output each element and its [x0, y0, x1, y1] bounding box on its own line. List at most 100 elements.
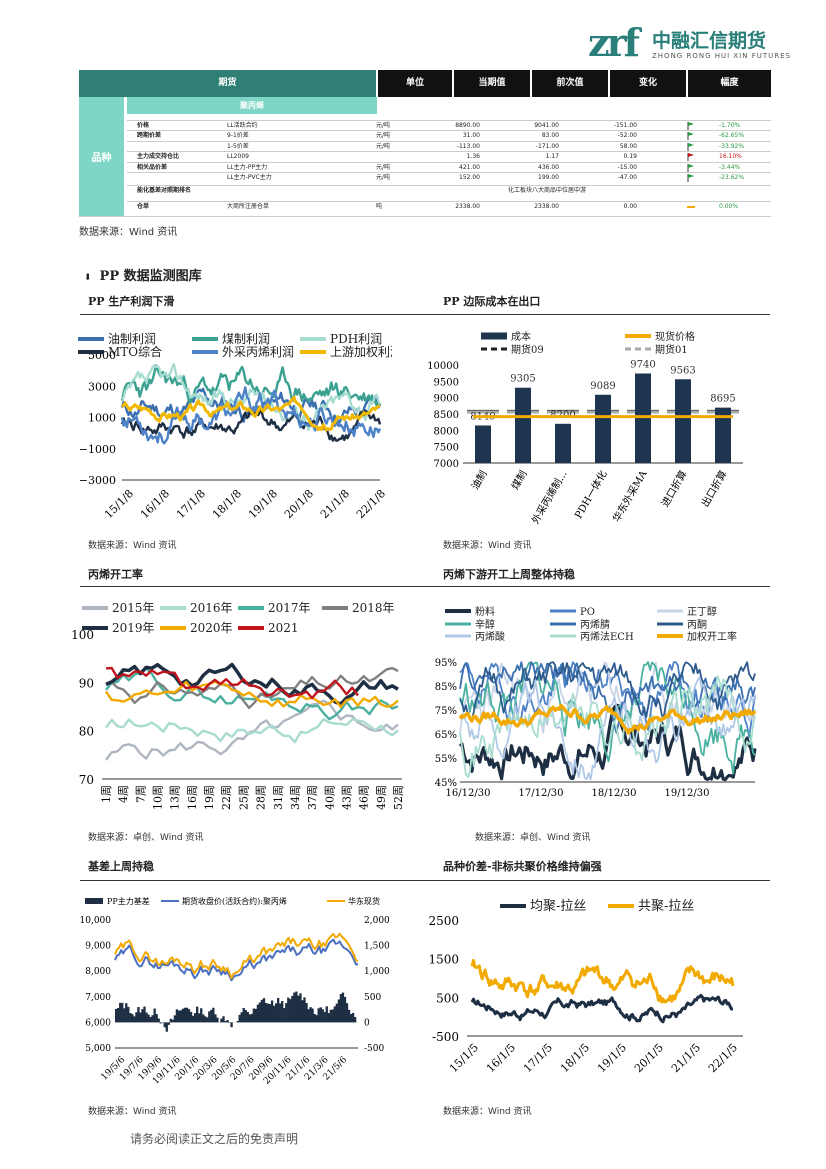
basis-bar [349, 1013, 353, 1023]
y2-tick-label: 0 [364, 1018, 370, 1028]
x-tick-label: 煤制 [508, 468, 529, 492]
x-tick-label: 16/12/30 [446, 788, 491, 799]
bar [715, 407, 731, 463]
chart2-title: PP 边际成本在出口 [443, 295, 541, 308]
chart3-title: 丙烯开工率 [88, 568, 143, 581]
y-tick-label: -500 [432, 1030, 459, 1044]
cell-unit: 元/吨 [376, 164, 391, 171]
company-logo: zrf 中融汇信期货 ZHONG RONG HUI XIN FUTURES [588, 20, 790, 70]
cell-prev: 9041.00 [534, 122, 559, 129]
table-source: 数据来源：Wind 资讯 [79, 227, 178, 238]
y-tick-label: 8000 [434, 426, 459, 437]
table-row: 跨期价差 9-1价差 元/吨 31.00 83.00 -52.00 -62.65% [127, 131, 771, 141]
legend-label: 加权开工率 [687, 630, 737, 643]
y-tick-label: 8,000 [85, 967, 111, 977]
basis-bar [277, 997, 280, 1023]
legend-label: 辛醇 [475, 618, 495, 631]
cell-chg: 0.19 [623, 153, 637, 160]
cell-cur: 152.00 [459, 174, 480, 181]
basis-bar [216, 1017, 219, 1023]
basis-bar [139, 1012, 142, 1023]
table-header: 期货 单位 当期值 前次值 变化 幅度 [79, 70, 771, 97]
chart-basis: 5,000 6,000 7,000 8,000 9,000 10,000 -500 0 500 1… [80, 896, 391, 1087]
x-tick-label: 16/1/5 [484, 1041, 518, 1075]
basis-bar [226, 1020, 229, 1023]
basis-bar [200, 1008, 203, 1023]
legend-label: 期货01 [655, 343, 688, 356]
chart6-title: 品种价差-非标共聚价格维持偏强 [443, 860, 602, 873]
basis-bar [171, 1019, 175, 1023]
basis-bar [127, 1006, 130, 1023]
basis-bar [295, 991, 298, 1023]
row-divider [127, 141, 771, 142]
basis-bar [242, 1008, 245, 1023]
chart-propylene-rate: 70 80 90 100 1周 4周 7周 10周 13周 16周 19周 22周 25周 28周 31周 3… [72, 601, 405, 810]
basis-bar [281, 1000, 284, 1023]
cell-chg: -47.00 [617, 174, 637, 181]
divider [80, 314, 770, 315]
series-line [120, 395, 381, 432]
basis-bar [325, 1006, 328, 1023]
x-tick-label: 19/12/30 [665, 788, 710, 799]
series-line [114, 932, 359, 980]
series-line [105, 662, 399, 706]
y2-tick-label: -500 [364, 1044, 384, 1054]
legend-label: 华东现货 [348, 896, 380, 906]
basis-bar [270, 1000, 274, 1023]
y-tick-label: 6,000 [85, 1018, 111, 1028]
y-tick-label: 65% [435, 730, 457, 741]
basis-bar [119, 1002, 122, 1023]
series-line [120, 364, 382, 408]
basis-bar [222, 1016, 225, 1023]
legend-label: 成本 [511, 330, 531, 343]
bullet-icon: ⬇ [84, 273, 92, 283]
cell-item: 9-1价差 [227, 132, 249, 139]
chart-cost: 700075008000850090009500100008149油制9305煤… [427, 330, 743, 526]
bar [515, 387, 531, 463]
y-tick-label: 7500 [434, 443, 459, 454]
basis-bar [317, 1008, 320, 1023]
legend-label: 油制利润 [108, 332, 156, 346]
y-tick-label: 70 [79, 773, 94, 787]
x-tick-label: 15/1/8 [102, 487, 136, 521]
cell-pct: -33.92% [719, 143, 745, 150]
basis-bar [309, 1007, 312, 1023]
cell-label: 主力成交持仓比 [137, 153, 180, 160]
basis-bar [333, 1006, 337, 1023]
x-tick-label: 20/1/5 [632, 1041, 666, 1075]
header-current: 当期值 [454, 70, 530, 97]
basis-bar [214, 1014, 217, 1023]
y-tick-label: 5,000 [85, 1044, 111, 1054]
basis-bar [254, 1008, 258, 1023]
basis-bar [248, 1014, 251, 1023]
basis-bar [191, 1015, 195, 1023]
cell-prev: 1.17 [545, 153, 559, 160]
x-tick-label: 40周 [323, 785, 336, 810]
cell-cur: 化工板块八大商品中位居中游 [507, 187, 586, 194]
legend-label: 丙烯酸 [475, 630, 505, 643]
y-tick-label: 45% [435, 778, 457, 789]
chart-spread: -500 500 1500 2500 15/1/5 16/1/5 17/1/5 18/1/5 1… [428, 899, 743, 1075]
basis-bar [305, 1003, 308, 1023]
row-divider [127, 162, 771, 163]
basis-bar [155, 1014, 158, 1023]
row-divider [127, 185, 771, 186]
series-line [105, 717, 399, 744]
row-divider [127, 120, 771, 121]
legend-label: 粉料 [475, 605, 495, 618]
row-divider [127, 172, 771, 173]
basis-bar [177, 1010, 181, 1023]
basis-bar [268, 1004, 272, 1023]
y-tick-label: 100 [72, 628, 94, 642]
x-tick-label: 31周 [272, 785, 285, 810]
x-tick-label: 17/12/30 [519, 788, 564, 799]
header-change: 变化 [610, 70, 686, 97]
cell-chg: 58.00 [619, 143, 637, 150]
cell-unit: 元/吨 [376, 174, 391, 181]
y-tick-label: 500 [436, 991, 459, 1005]
cell-prev: 83.00 [541, 132, 559, 139]
x-tick-label: 19周 [203, 785, 216, 810]
legend-label: 均聚-拉丝 [530, 899, 586, 914]
basis-bar [230, 1022, 233, 1028]
flag-icon [687, 203, 695, 215]
